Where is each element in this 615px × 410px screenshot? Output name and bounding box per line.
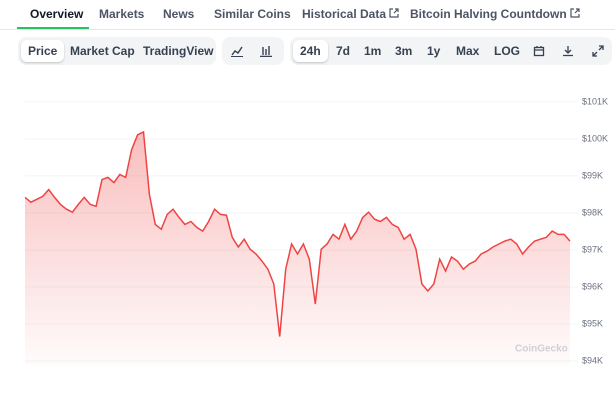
download-icon[interactable] xyxy=(562,45,574,57)
range-button[interactable]: LOG xyxy=(494,44,520,58)
line-icon[interactable] xyxy=(231,45,243,57)
active-tab-underline xyxy=(17,27,89,29)
external-icon xyxy=(389,8,399,18)
fullscreen-icon[interactable] xyxy=(592,45,604,57)
tab-divider xyxy=(0,29,615,30)
y-tick-label: $94K xyxy=(582,355,603,365)
tab[interactable]: Markets xyxy=(99,7,145,21)
y-tick-label: $101K xyxy=(582,96,608,106)
view-button[interactable]: Price xyxy=(21,40,65,62)
tab[interactable]: Overview xyxy=(30,7,84,21)
price-area xyxy=(25,131,570,365)
y-tick-label: $98K xyxy=(582,207,603,217)
tab[interactable]: Bitcoin Halving Countdown xyxy=(410,7,580,21)
calendar-icon[interactable] xyxy=(533,45,545,57)
y-tick-label: $100K xyxy=(582,133,608,143)
watermark: CoinGecko xyxy=(515,344,568,355)
chart-style-group xyxy=(222,37,284,65)
price-line xyxy=(24,130,571,337)
view-group: Price Market Cap TradingView xyxy=(18,37,216,65)
tab[interactable]: Historical Data xyxy=(302,7,399,21)
y-tick-label: $95K xyxy=(582,318,603,328)
range-button[interactable]: 1m xyxy=(364,44,382,58)
view-button[interactable]: Market Cap xyxy=(70,44,135,58)
y-tick-label: $99K xyxy=(582,170,603,180)
y-tick-label: $96K xyxy=(582,281,603,291)
y-tick-label: $97K xyxy=(582,244,603,254)
range-button[interactable]: Max xyxy=(456,44,480,58)
view-button[interactable]: TradingView xyxy=(143,44,214,58)
external-icon xyxy=(570,8,580,18)
range-button[interactable]: 7d xyxy=(336,44,351,58)
tab[interactable]: Similar Coins xyxy=(214,7,291,21)
range-button[interactable]: 1y xyxy=(427,44,441,58)
tab[interactable]: News xyxy=(163,7,195,21)
range-button[interactable]: 3m xyxy=(395,44,413,58)
range-group: 24h 7d 1m 3m 1y Max LOG xyxy=(290,37,612,65)
candle-icon[interactable] xyxy=(260,45,272,57)
range-button[interactable]: 24h xyxy=(293,40,328,62)
